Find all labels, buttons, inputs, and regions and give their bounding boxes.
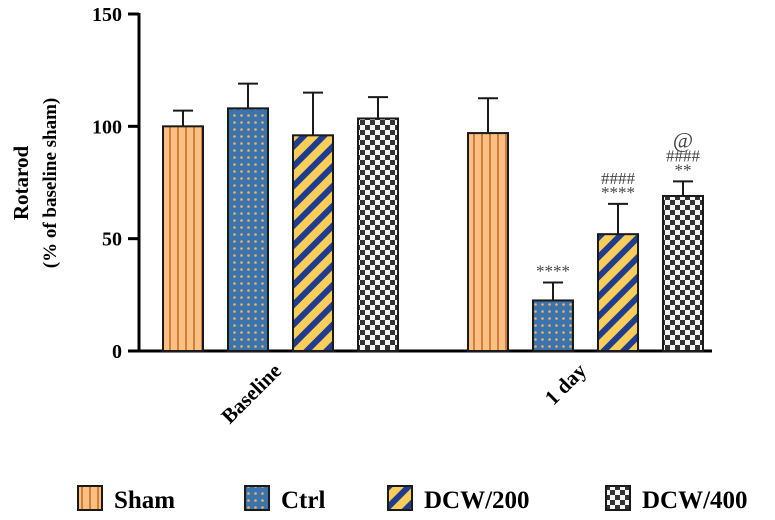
legend-label: Ctrl	[281, 487, 325, 514]
bar-sham-1day	[467, 132, 509, 352]
bar-sham-baseline	[162, 125, 204, 353]
legend-label: Sham	[114, 487, 175, 514]
bar-dcw400-1day	[662, 194, 704, 352]
bar-dcw400-baseline	[357, 117, 399, 352]
legend-swatch	[77, 485, 103, 511]
bars: ********#### **####@	[162, 82, 704, 353]
y-tick-label: 100	[92, 116, 122, 138]
legend-label: DCW/200	[424, 487, 530, 514]
significance-annotation: ####	[601, 169, 636, 188]
x-category-label: 1 day	[540, 358, 592, 410]
legend-swatch	[387, 485, 413, 511]
y-tick-label: 50	[102, 229, 122, 251]
y-axis-subtitle: (% of baseline sham)	[40, 98, 61, 268]
y-tick-label: 150	[92, 4, 122, 26]
legend-swatch	[244, 485, 270, 511]
y-axis-title: Rotarod	[9, 146, 33, 221]
x-category-label: Baseline	[216, 359, 286, 429]
significance-annotation: @	[673, 127, 693, 152]
bar-dcw200-baseline	[292, 134, 334, 352]
bar-ctrl-1day	[532, 299, 574, 353]
bar-ctrl-baseline	[227, 107, 269, 352]
legend: Sham Ctrl DCW/200 DCW/400	[77, 485, 748, 514]
y-ticks: 0 50 100 150	[92, 4, 139, 363]
y-tick-label: 0	[112, 341, 122, 363]
significance-annotation: ####	[666, 146, 701, 165]
significance-annotation: **	[675, 160, 692, 179]
significance-annotation: ****	[601, 183, 635, 202]
x-categories: Baseline 1 day	[216, 358, 591, 428]
legend-swatch	[605, 485, 631, 511]
legend-label: DCW/400	[642, 487, 748, 514]
bar-dcw200-1day	[597, 233, 639, 353]
significance-annotation: ****	[536, 261, 570, 280]
